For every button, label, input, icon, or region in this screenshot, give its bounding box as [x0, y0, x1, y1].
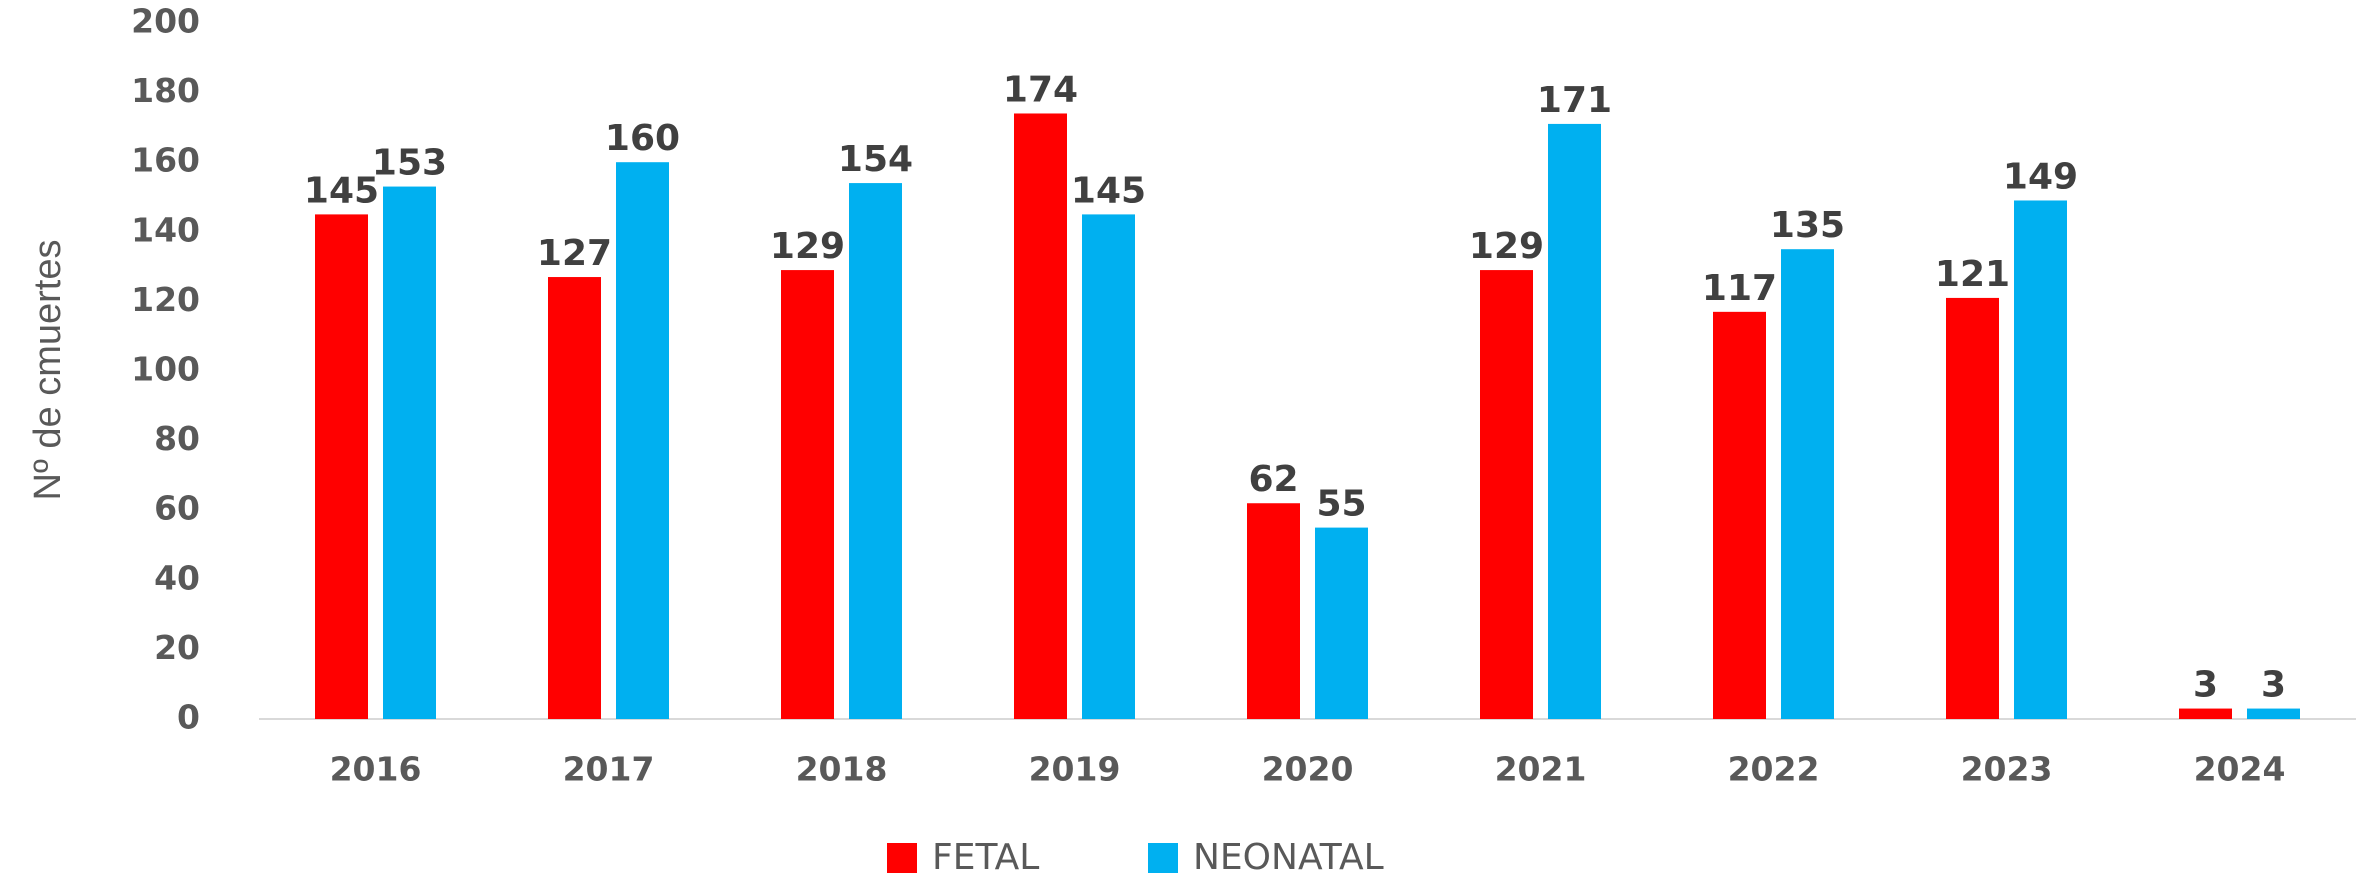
x-tick-label: 2019 [1029, 750, 1121, 789]
legend-label: FETAL [932, 837, 1039, 873]
bar [1014, 113, 1067, 720]
y-tick-label: 140 [131, 210, 200, 249]
data-label: 153 [372, 143, 447, 184]
y-tick-label: 40 [154, 558, 200, 597]
y-tick-label: 120 [131, 280, 200, 319]
data-label: 62 [1248, 459, 1298, 500]
bar [2014, 200, 2067, 720]
x-tick-label: 2016 [330, 750, 422, 789]
data-label: 149 [2003, 156, 2078, 197]
x-tick-label: 2022 [1728, 750, 1820, 789]
y-tick-label: 20 [154, 628, 200, 667]
bar [2179, 708, 2232, 719]
y-tick-label: 180 [131, 71, 200, 110]
data-label: 145 [304, 170, 379, 211]
data-label: 160 [605, 118, 680, 159]
x-tick-label: 2021 [1495, 750, 1587, 789]
bar [1315, 527, 1368, 719]
bar [849, 183, 902, 719]
bar [1480, 270, 1533, 719]
data-label: 154 [838, 139, 913, 180]
x-tick-label: 2018 [796, 750, 888, 789]
x-tick-label: 2017 [563, 750, 655, 789]
bar [383, 186, 436, 719]
data-label: 129 [770, 226, 845, 267]
data-label: 3 [2193, 665, 2218, 706]
bar [548, 277, 601, 719]
data-label: 3 [2261, 665, 2286, 706]
bar [315, 214, 368, 719]
y-tick-label: 100 [131, 350, 200, 389]
y-tick-label: 0 [177, 698, 200, 737]
y-axis-label: Nº de cmuertes [27, 240, 69, 501]
bar [781, 270, 834, 719]
legend-swatch [887, 843, 917, 873]
x-tick-label: 2024 [2194, 750, 2286, 789]
y-tick-label: 60 [154, 489, 200, 528]
data-label: 127 [537, 233, 612, 274]
bar [1082, 214, 1135, 719]
data-label: 174 [1003, 69, 1078, 110]
data-label: 117 [1702, 268, 1777, 309]
bar [1548, 123, 1601, 720]
bar [1946, 297, 1999, 719]
y-tick-label: 80 [154, 419, 200, 458]
bar [1713, 311, 1766, 719]
bar [1247, 503, 1300, 719]
x-tick-label: 2020 [1262, 750, 1354, 789]
bar [1781, 249, 1834, 719]
bar [2247, 708, 2300, 719]
data-label: 129 [1469, 226, 1544, 267]
data-label: 121 [1935, 254, 2010, 295]
bar [616, 162, 669, 719]
x-tick-label: 2023 [1961, 750, 2053, 789]
y-tick-label: 160 [131, 141, 200, 180]
data-label: 135 [1770, 205, 1845, 246]
legend-swatch [1148, 843, 1178, 873]
data-label: 171 [1537, 80, 1612, 121]
data-label: 55 [1316, 484, 1366, 525]
y-tick-label: 200 [131, 2, 200, 41]
legend-label: NEONATAL [1193, 837, 1384, 873]
data-label: 145 [1071, 170, 1146, 211]
